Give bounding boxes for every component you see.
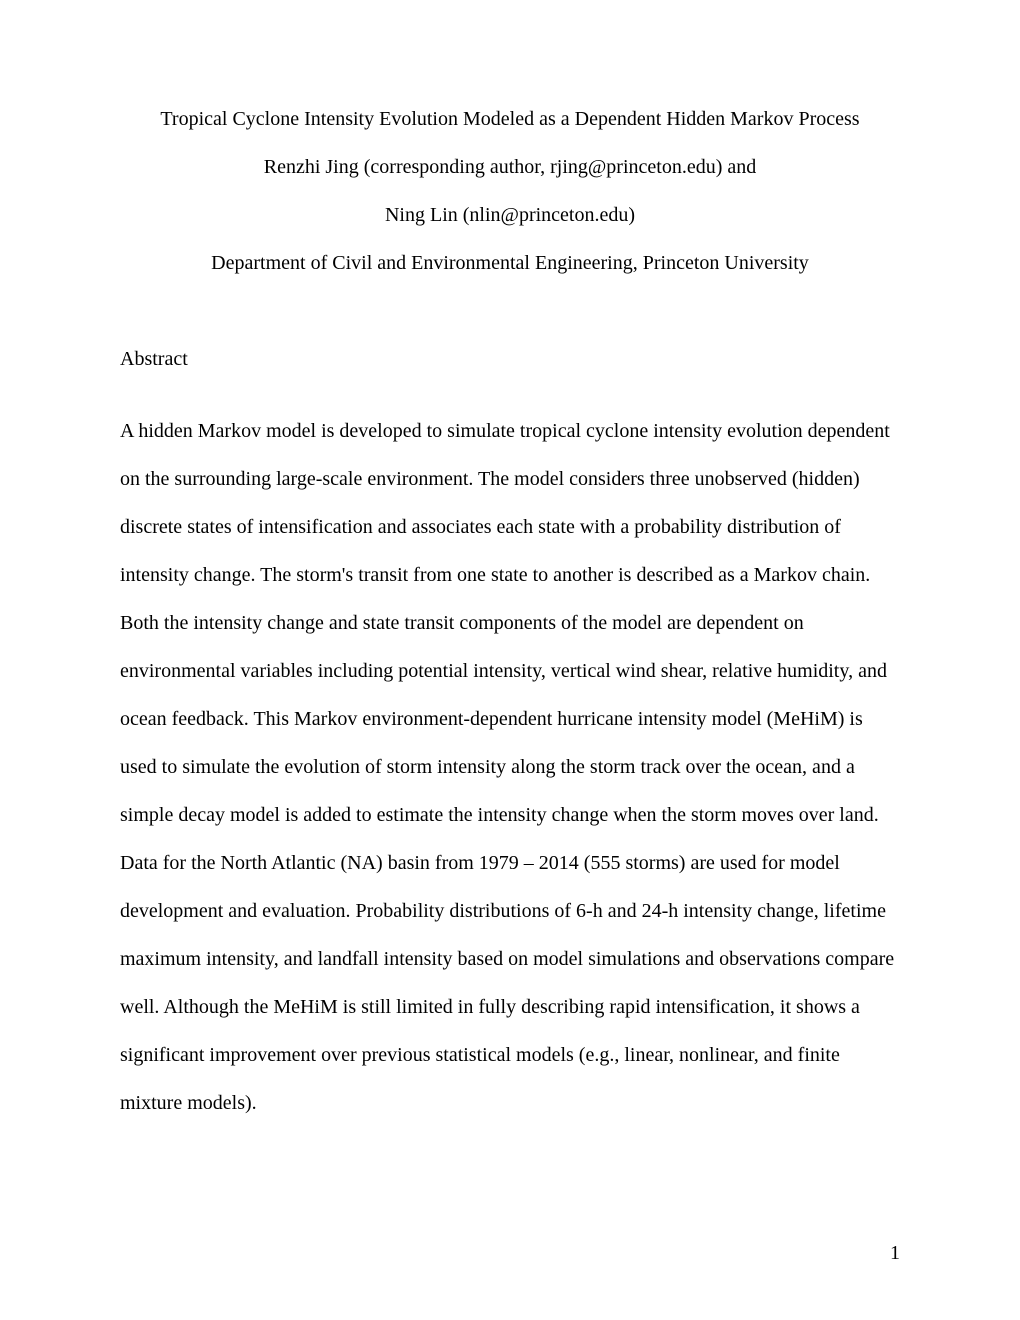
abstract-body: A hidden Markov model is developed to si… (120, 407, 900, 1127)
page-container: Tropical Cyclone Intensity Evolution Mod… (0, 0, 1020, 1320)
paper-title: Tropical Cyclone Intensity Evolution Mod… (120, 95, 900, 143)
page-number: 1 (890, 1242, 900, 1265)
abstract-heading: Abstract (120, 335, 900, 383)
author-line-1: Renzhi Jing (corresponding author, rjing… (120, 143, 900, 191)
author-line-2: Ning Lin (nlin@princeton.edu) (120, 191, 900, 239)
title-block: Tropical Cyclone Intensity Evolution Mod… (120, 95, 900, 287)
affiliation-line: Department of Civil and Environmental En… (120, 239, 900, 287)
